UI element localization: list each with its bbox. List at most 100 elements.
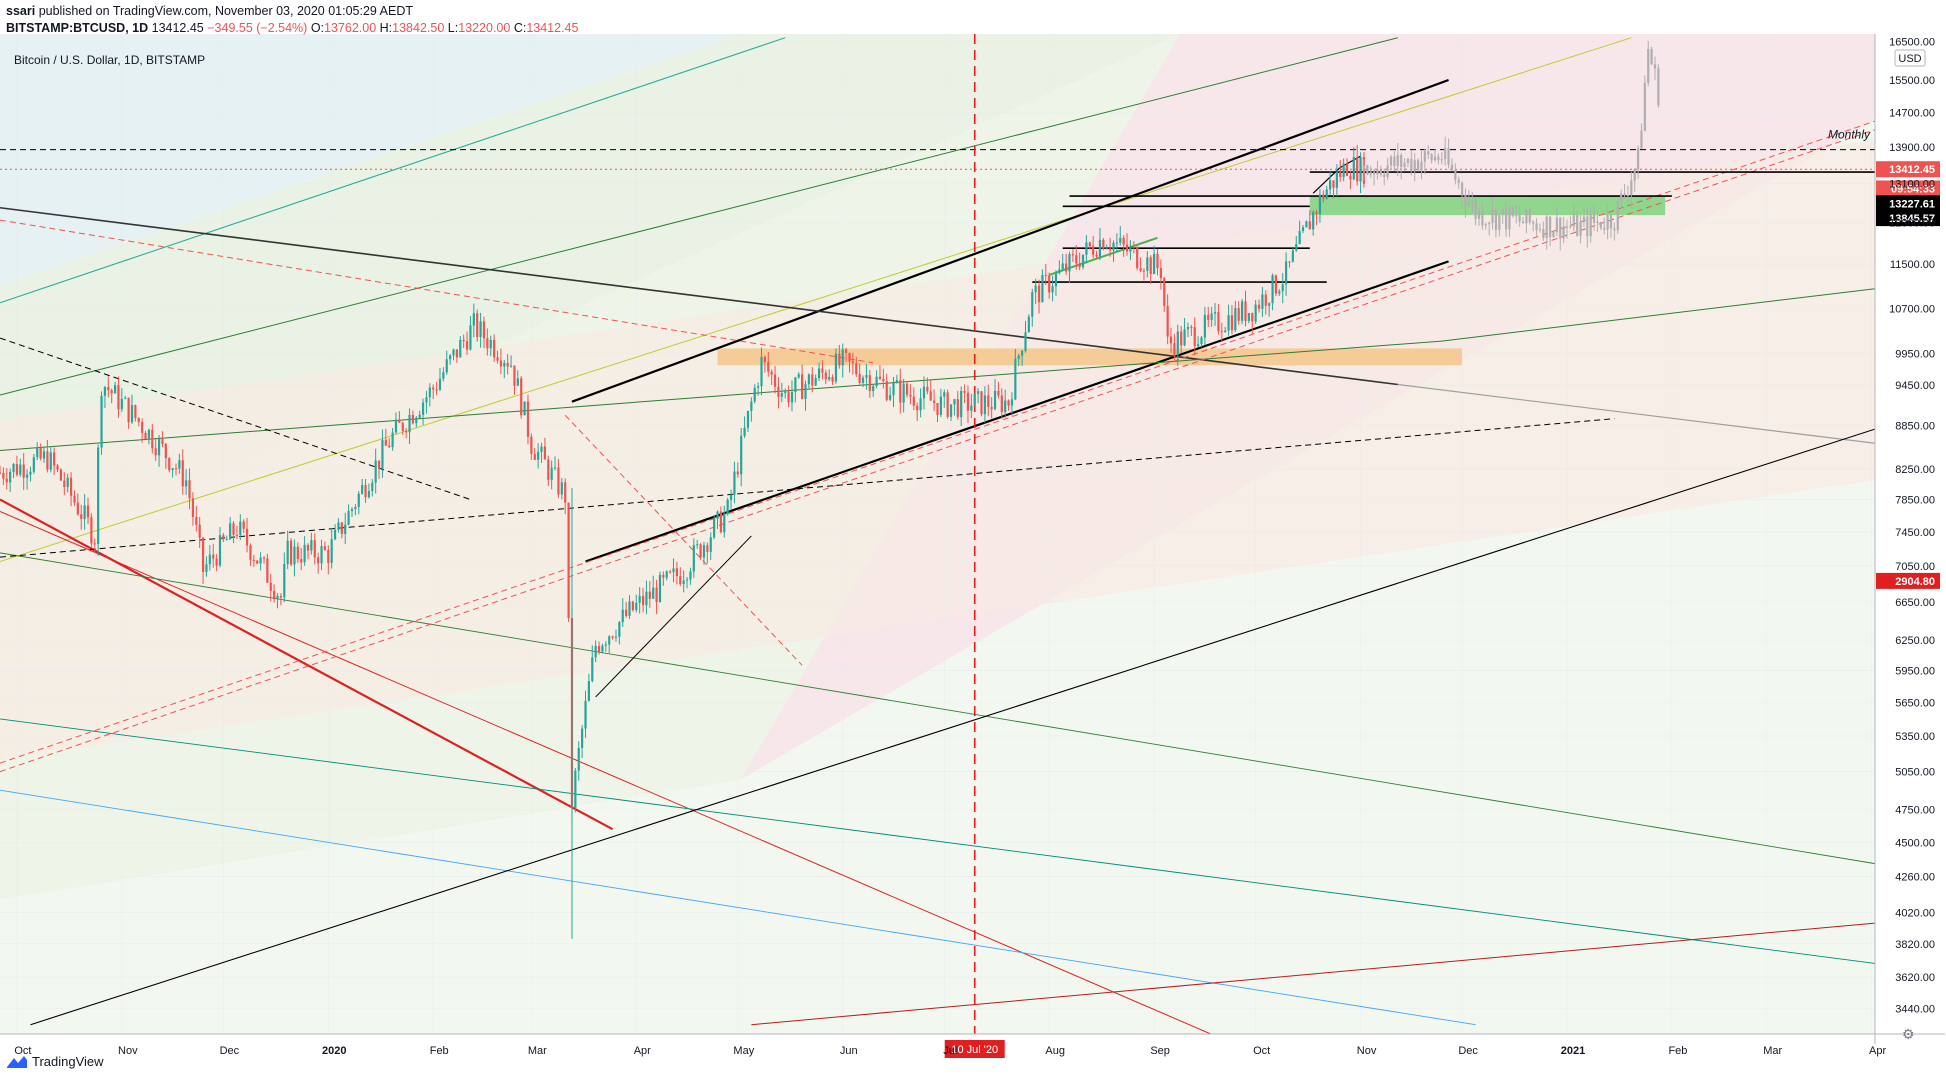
candle (401, 422, 404, 431)
projection-candle (1609, 215, 1613, 229)
candle (286, 540, 289, 565)
candle (259, 557, 262, 564)
candle (1119, 237, 1122, 243)
projection-candle (1653, 64, 1657, 69)
candle (188, 480, 191, 499)
trend-line (0, 129, 1875, 773)
candle (597, 645, 601, 652)
candle (520, 378, 523, 416)
candle (1301, 227, 1305, 232)
candle (696, 544, 699, 546)
x-tick-label: Mar (1763, 1045, 1782, 1057)
currency-unit-box (1894, 49, 1926, 67)
candle (1004, 400, 1007, 412)
projection-candle (1447, 148, 1450, 165)
y-tick-label: 3440.00 (1895, 1003, 1935, 1015)
candle (1044, 275, 1047, 277)
trend-line (0, 340, 1442, 451)
projection-candle (1403, 162, 1406, 167)
candle (509, 365, 513, 367)
candle (733, 471, 736, 495)
candle (273, 590, 276, 600)
author-name[interactable]: ssari (6, 4, 36, 18)
fan-line (0, 37, 1398, 396)
y-tick-label: 5350.00 (1895, 731, 1935, 743)
projection-candle (1596, 221, 1599, 223)
x-tick-label: Nov (118, 1045, 138, 1057)
y-tick-label: 4260.00 (1895, 872, 1935, 884)
candle (841, 349, 844, 366)
projection-candle (1626, 194, 1630, 196)
gear-icon[interactable]: ⚙ (1902, 1026, 1915, 1042)
candle (916, 405, 919, 411)
x-tick-label: Oct (14, 1045, 31, 1057)
drawings (0, 34, 1875, 1034)
projection-candle (1413, 160, 1416, 172)
candle (1109, 248, 1112, 251)
candles (0, 40, 1660, 939)
candle (1169, 336, 1173, 344)
candle (1281, 284, 1284, 292)
candle (377, 460, 381, 469)
price-zone (717, 348, 1463, 366)
projection-candle (1528, 209, 1531, 222)
candle (963, 391, 966, 393)
candle (381, 439, 384, 469)
level-badge: 2904.80 (1895, 576, 1935, 588)
axes: 16500.00 15500.00 14700.00 13900.00 13100.00… (0, 34, 1945, 1057)
candle (1156, 253, 1159, 269)
projection-candle (1515, 215, 1518, 217)
candle (648, 591, 651, 599)
projection-candle (1532, 221, 1535, 224)
high-value: 13842.50 (392, 21, 445, 35)
candle (1325, 189, 1328, 199)
projection-candle (1592, 214, 1596, 223)
projection-candle (1437, 156, 1440, 161)
candle (1349, 175, 1352, 180)
countdown-badge-bg (1876, 180, 1940, 197)
brand-text: TradingView (32, 1054, 104, 1069)
candle (885, 381, 888, 400)
candle (1220, 331, 1223, 333)
candle (939, 396, 942, 415)
candle (784, 391, 787, 393)
candle (716, 511, 719, 519)
y-tick-label: 3620.00 (1895, 972, 1935, 984)
candle (1217, 312, 1220, 332)
projection-candle (1498, 214, 1501, 230)
candle (543, 446, 547, 460)
y-tick-label: 15500.00 (1889, 75, 1935, 87)
candle (1190, 327, 1193, 329)
candle (723, 513, 726, 533)
band-lower (0, 120, 1875, 1034)
projection-candle (1484, 224, 1487, 226)
candle (1183, 329, 1186, 346)
candle (86, 505, 90, 518)
candle (42, 451, 46, 459)
candle (411, 414, 415, 424)
candle (1200, 337, 1203, 345)
candle (1251, 313, 1254, 322)
y-tick-label: 13100.00 (1889, 179, 1935, 191)
candle (39, 447, 42, 459)
candle (895, 380, 898, 383)
countdown-badge: 09:54:33 (1891, 183, 1935, 195)
trend-line (0, 219, 874, 364)
level-badge-bg (1876, 195, 1940, 212)
tradingview-brand[interactable]: TradingView (6, 1054, 104, 1069)
candle (384, 439, 387, 446)
candle (797, 374, 800, 378)
candle (713, 518, 716, 538)
y-tick-label: 3820.00 (1895, 939, 1935, 951)
last-price-badge-bg (1876, 161, 1940, 178)
candle (398, 419, 401, 423)
candle (235, 534, 239, 536)
y-tick-label: 13900.00 (1889, 142, 1935, 154)
candle (577, 747, 580, 771)
candle (980, 391, 983, 415)
candle (513, 365, 516, 386)
trend-line (1441, 288, 1875, 342)
candle (347, 510, 350, 525)
projection-candle (1376, 169, 1379, 175)
